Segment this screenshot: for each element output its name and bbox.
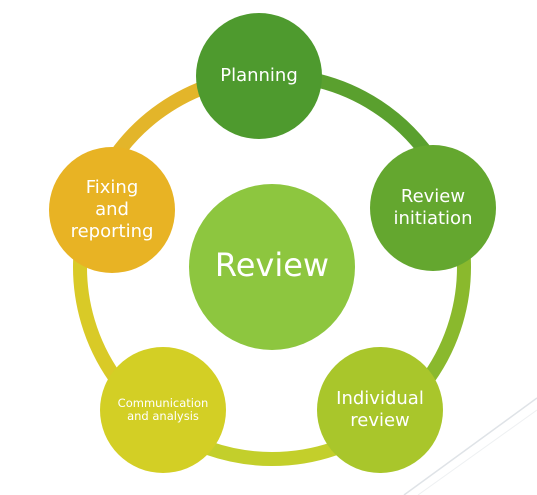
- node-label-individual-review: review: [350, 410, 410, 431]
- node-circle-review-initiation: [370, 145, 496, 271]
- node-label-fixing-and-reporting: and: [95, 199, 129, 220]
- page-corner-fold: [403, 397, 537, 495]
- cycle-nodes: PlanningReviewinitiationIndividualreview…: [49, 13, 496, 473]
- node-label-fixing-and-reporting: reporting: [71, 221, 154, 242]
- node-label-fixing-and-reporting: Fixing: [86, 177, 139, 198]
- node-label-review-initiation: initiation: [394, 208, 473, 229]
- node-label-review-initiation: Review: [401, 186, 465, 207]
- node-circle-individual-review: [317, 347, 443, 473]
- node-label-individual-review: Individual: [336, 388, 424, 409]
- center-circle: [189, 184, 355, 350]
- node-circle-planning: [196, 13, 322, 139]
- node-circle-communication-and-analysis: [100, 347, 226, 473]
- center-label: Review: [215, 246, 329, 284]
- node-circle-fixing-and-reporting: [49, 147, 175, 273]
- node-planning: Planning: [196, 13, 322, 139]
- node-label-communication-and-analysis: and analysis: [127, 409, 199, 423]
- node-label-communication-and-analysis: Communication: [118, 396, 209, 410]
- node-label-planning: Planning: [220, 65, 298, 86]
